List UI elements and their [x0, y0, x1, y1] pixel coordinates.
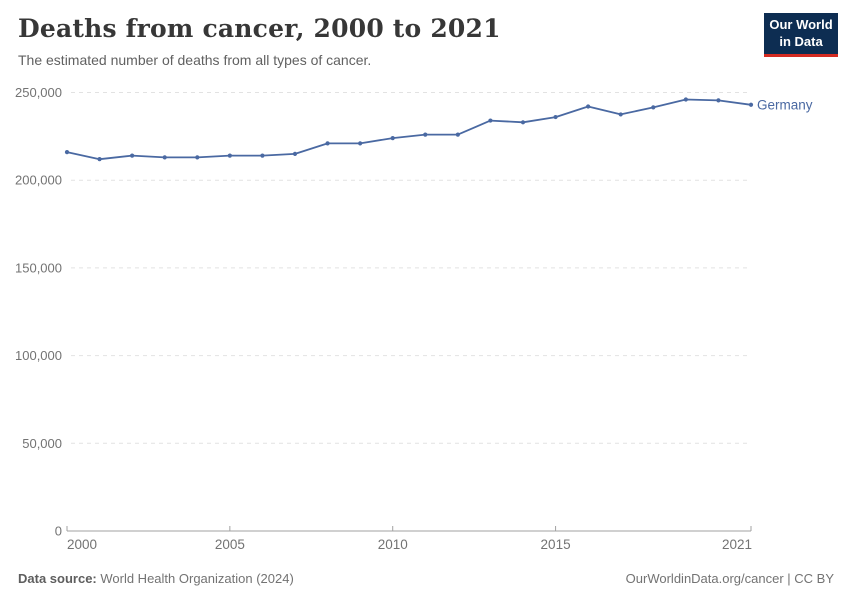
data-point-2014[interactable]	[520, 120, 526, 125]
data-point-2000[interactable]	[64, 150, 70, 155]
data-point-2015[interactable]	[553, 114, 558, 120]
owid-logo[interactable]: Our World in Data	[764, 13, 838, 57]
y-axis-label: 200,000	[15, 173, 62, 188]
data-point-2017[interactable]	[618, 112, 623, 117]
y-axis-label: 50,000	[22, 436, 62, 451]
data-source-label: Data source:	[18, 571, 97, 586]
data-point-2008[interactable]	[325, 141, 330, 146]
data-source-value: World Health Organization (2024)	[96, 571, 294, 586]
logo-line-1: Our World	[769, 17, 833, 32]
y-axis-label: 150,000	[15, 260, 62, 275]
x-axis-label: 2000	[67, 537, 97, 552]
data-point-2020[interactable]	[716, 98, 721, 103]
chart-header: Deaths from cancer, 2000 to 2021 The est…	[18, 14, 501, 68]
attribution-link[interactable]: OurWorldinData.org/cancer | CC BY	[625, 571, 834, 586]
data-point-2010[interactable]	[390, 136, 395, 141]
data-point-2003[interactable]	[162, 155, 167, 160]
x-axis-label: 2010	[378, 537, 408, 552]
data-point-2019[interactable]	[683, 97, 688, 102]
x-axis-label: 2015	[541, 537, 571, 552]
series-end-label[interactable]: Germany	[757, 97, 813, 112]
logo-line-2: in Data	[779, 33, 823, 49]
data-point-2021[interactable]	[748, 102, 754, 107]
data-point-2001[interactable]	[97, 157, 102, 162]
series-line-germany[interactable]	[66, 98, 752, 161]
y-axis-label: 100,000	[15, 348, 62, 363]
data-point-2005[interactable]	[227, 153, 232, 158]
chart-footer: Data source: World Health Organization (…	[18, 571, 834, 586]
data-point-2007[interactable]	[292, 151, 298, 156]
data-point-2006[interactable]	[260, 153, 265, 158]
page-title: Deaths from cancer, 2000 to 2021	[18, 14, 501, 43]
chart-subtitle: The estimated number of deaths from all …	[18, 52, 372, 68]
data-point-2018[interactable]	[651, 105, 656, 110]
y-axis-label: 0	[55, 524, 62, 539]
data-point-2016[interactable]	[586, 104, 591, 109]
data-point-2013[interactable]	[488, 118, 493, 123]
data-point-2004[interactable]	[195, 155, 200, 160]
x-axis-label: 2021	[722, 537, 752, 552]
data-point-2002[interactable]	[130, 153, 135, 158]
data-source: Data source: World Health Organization (…	[18, 571, 294, 586]
data-point-2011[interactable]	[423, 132, 428, 137]
data-point-2012[interactable]	[455, 132, 460, 137]
data-point-2009[interactable]	[358, 141, 363, 146]
y-axis-label: 250,000	[15, 85, 62, 100]
x-axis-label: 2005	[215, 537, 245, 552]
